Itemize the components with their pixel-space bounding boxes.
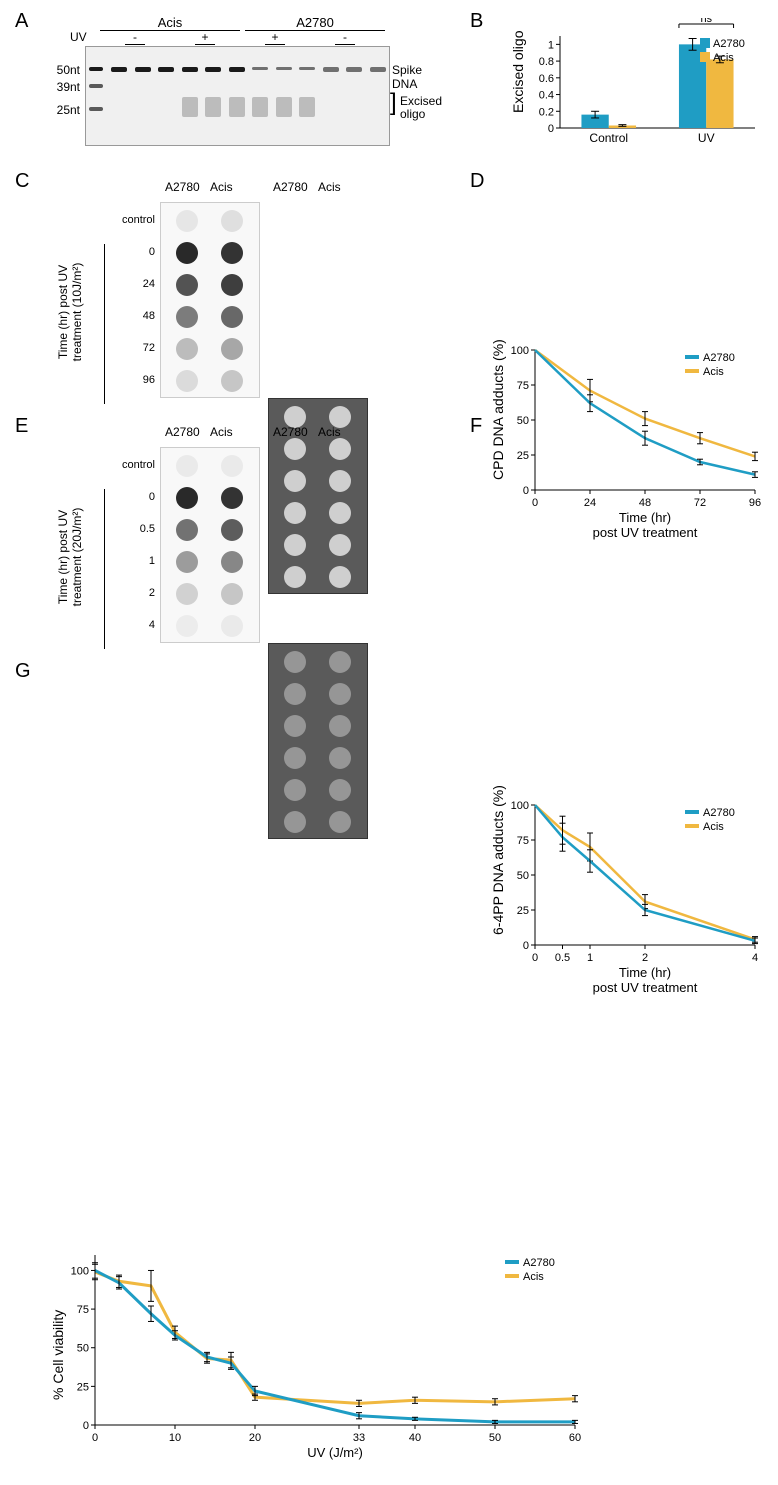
svg-text:Acis: Acis (713, 52, 734, 64)
svg-text:A2780: A2780 (713, 38, 745, 50)
svg-text:0: 0 (523, 940, 529, 952)
svg-text:100: 100 (71, 1265, 89, 1277)
uv-cond-0: - (125, 30, 145, 45)
panel-e-label: E (15, 415, 28, 438)
svg-text:25: 25 (77, 1381, 89, 1393)
svg-text:Acis: Acis (523, 1271, 544, 1283)
svg-text:50: 50 (517, 415, 529, 427)
svg-text:0: 0 (532, 952, 538, 964)
svg-text:75: 75 (517, 380, 529, 392)
panel-b-label: B (470, 10, 483, 33)
svg-text:0: 0 (83, 1420, 89, 1432)
svg-text:ns: ns (700, 18, 712, 25)
svg-text:0: 0 (523, 485, 529, 497)
svg-text:24: 24 (584, 497, 596, 509)
svg-text:A2780: A2780 (523, 1257, 555, 1269)
svg-text:50: 50 (77, 1343, 89, 1355)
svg-text:0: 0 (548, 123, 554, 135)
panel-c-dotblot: A2780AcisA2780Aciscontrol024487296Time (… (40, 180, 410, 410)
panel-g-chart: 02550751000102033405060A2780Acis% Cell v… (45, 1245, 605, 1485)
panel-d-label: D (470, 170, 484, 193)
figure-root: A Acis A2780 UV - + + - 50nt 39nt 25nt S… (10, 10, 770, 820)
uv-cond-2: + (265, 30, 285, 45)
svg-text:UV: UV (698, 131, 715, 145)
svg-text:100: 100 (511, 800, 529, 812)
uv-cond-1: + (195, 30, 215, 45)
svg-text:A2780: A2780 (703, 807, 735, 819)
gel-image (85, 46, 390, 146)
panel-e-dotblot: A2780AcisA2780Aciscontrol00.5124Time (hr… (40, 425, 410, 655)
svg-text:0.2: 0.2 (539, 106, 554, 118)
svg-text:0: 0 (92, 1432, 98, 1444)
svg-text:100: 100 (511, 345, 529, 357)
uv-label: UV (70, 30, 87, 44)
panel-f-chart: 025507510000.5124A2780Acis6-4PP DNA addu… (485, 795, 775, 1005)
gel-header-a2780: A2780 (245, 15, 385, 31)
svg-text:0.5: 0.5 (555, 952, 570, 964)
svg-text:4: 4 (752, 952, 758, 964)
svg-text:40: 40 (409, 1432, 421, 1444)
gel-header-acis: Acis (100, 15, 240, 31)
svg-text:10: 10 (169, 1432, 181, 1444)
svg-text:1: 1 (587, 952, 593, 964)
panel-a-label: A (15, 10, 28, 33)
svg-text:25: 25 (517, 905, 529, 917)
svg-text:25: 25 (517, 450, 529, 462)
svg-text:33: 33 (353, 1432, 365, 1444)
svg-text:0.4: 0.4 (539, 90, 554, 102)
excised-oligo-label: ] Excised oligo (400, 95, 442, 121)
svg-text:75: 75 (77, 1304, 89, 1316)
svg-text:0.8: 0.8 (539, 56, 554, 68)
svg-text:Control: Control (589, 131, 628, 145)
svg-text:48: 48 (639, 497, 651, 509)
svg-text:75: 75 (517, 835, 529, 847)
panel-a: Acis A2780 UV - + + - 50nt 39nt 25nt Spi… (40, 15, 405, 146)
svg-text:60: 60 (569, 1432, 581, 1444)
svg-text:0: 0 (532, 497, 538, 509)
panel-c-label: C (15, 170, 29, 193)
panel-b-chart: 00.20.40.60.81ControlUVnsA2780AcisExcise… (500, 18, 770, 168)
svg-text:1: 1 (548, 39, 554, 51)
marker-50: 50nt (45, 63, 80, 77)
svg-text:72: 72 (694, 497, 706, 509)
uv-cond-3: - (335, 30, 355, 45)
svg-text:50: 50 (489, 1432, 501, 1444)
svg-text:Acis: Acis (703, 366, 724, 378)
svg-text:50: 50 (517, 870, 529, 882)
svg-text:20: 20 (249, 1432, 261, 1444)
panel-g-label: G (15, 660, 31, 683)
svg-text:0.6: 0.6 (539, 73, 554, 85)
svg-text:2: 2 (642, 952, 648, 964)
svg-text:96: 96 (749, 497, 761, 509)
panel-f-label: F (470, 415, 482, 438)
svg-text:A2780: A2780 (703, 352, 735, 364)
panel-d-chart: 0255075100024487296A2780AcisCPD DNA addu… (485, 340, 775, 550)
marker-25: 25nt (45, 103, 80, 117)
spike-dna-label: Spike DNA (392, 63, 422, 91)
svg-text:Acis: Acis (703, 821, 724, 833)
marker-39: 39nt (45, 80, 80, 94)
